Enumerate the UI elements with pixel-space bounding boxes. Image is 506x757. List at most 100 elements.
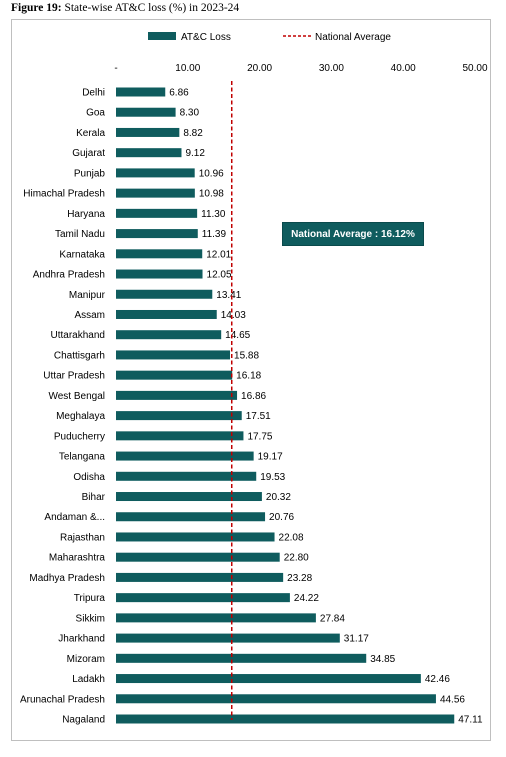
bar	[116, 269, 203, 279]
value-label: 10.98	[199, 189, 224, 200]
bar	[116, 390, 238, 400]
category-label: Karnataka	[59, 249, 105, 260]
value-label: 24.22	[294, 593, 319, 604]
category-label: Odisha	[73, 472, 105, 483]
bar	[116, 572, 284, 582]
category-label: Assam	[74, 310, 105, 321]
category-label: Gujarat	[72, 148, 105, 159]
legend-bar-label: AT&C Loss	[181, 32, 231, 43]
figure-title: Figure 19: State-wise AT&C loss (%) in 2…	[11, 2, 239, 14]
value-label: 11.30	[201, 209, 226, 220]
bar	[116, 208, 198, 218]
legend: AT&C Loss National Average	[148, 32, 391, 43]
bars	[116, 87, 455, 724]
category-label: Andaman &...	[44, 512, 105, 523]
category-label: Sikkim	[76, 613, 105, 624]
value-label: 23.28	[287, 573, 312, 584]
value-label: 17.51	[246, 411, 271, 422]
value-label: 6.86	[169, 88, 189, 99]
bar	[116, 350, 231, 360]
bar	[116, 512, 266, 522]
bar	[116, 168, 195, 178]
value-label: 34.85	[370, 654, 395, 665]
national-average-callout: National Average : 16.12%	[282, 222, 424, 246]
figure-caption: State-wise AT&C loss (%) in 2023-24	[64, 2, 240, 14]
value-label: 31.17	[344, 634, 369, 645]
category-labels: Delhi Goa Kerala Gujarat Punjab Himachal Prad…	[20, 88, 106, 726]
bar	[116, 148, 182, 158]
bar	[116, 127, 180, 137]
legend-bar-swatch	[148, 32, 176, 40]
bar	[116, 532, 275, 542]
x-tick-label: 30.00	[319, 63, 344, 74]
bar	[116, 330, 222, 340]
x-tick-label: 50.00	[462, 63, 487, 74]
bar	[116, 370, 233, 380]
category-label: Andhra Pradesh	[33, 270, 105, 281]
category-label: Himachal Pradesh	[23, 189, 105, 200]
bar	[116, 653, 367, 663]
value-label: 16.86	[241, 391, 266, 402]
category-label: Nagaland	[62, 715, 105, 726]
value-label: 11.39	[202, 229, 227, 240]
x-tick-label: 20.00	[247, 63, 272, 74]
category-label: Arunachal Pradesh	[20, 694, 105, 705]
bar	[116, 229, 198, 239]
value-label: 19.53	[260, 472, 285, 483]
x-tick-label: -	[114, 63, 117, 74]
category-label: Delhi	[82, 88, 105, 99]
bar	[116, 552, 280, 562]
bar	[116, 451, 254, 461]
category-label: Mizoram	[67, 654, 105, 665]
bar	[116, 471, 257, 481]
bar	[116, 593, 290, 603]
value-label: 9.12	[185, 148, 205, 159]
legend-line-label: National Average	[315, 32, 391, 43]
category-label: Tamil Nadu	[55, 229, 105, 240]
category-label: Goa	[86, 108, 105, 119]
category-label: Manipur	[69, 290, 106, 301]
category-label: Telangana	[59, 452, 106, 463]
value-label: 13.41	[216, 290, 241, 301]
x-tick-label: 40.00	[391, 63, 416, 74]
category-label: Uttarakhand	[51, 330, 105, 341]
chart-frame	[11, 19, 491, 741]
value-labels: 6.86 8.30 8.82 9.12 10.96 10.98 11.30 11.39 12.0…	[169, 88, 483, 726]
category-label: Ladakh	[72, 674, 105, 685]
value-label: 14.03	[221, 310, 246, 321]
value-label: 47.11	[458, 715, 483, 726]
value-label: 20.32	[266, 492, 291, 503]
x-axis-ticks: - 10.00 20.00 30.00 40.00 50.00	[114, 63, 488, 74]
category-label: Puducherry	[54, 431, 105, 442]
bar	[116, 694, 436, 704]
value-label: 22.08	[279, 532, 304, 543]
bar	[116, 492, 262, 502]
category-label: West Bengal	[48, 391, 105, 402]
category-label: Kerala	[76, 128, 105, 139]
value-label: 12.01	[206, 249, 231, 260]
value-label: 8.82	[183, 128, 203, 139]
value-label: 44.56	[440, 694, 465, 705]
category-label: Bihar	[82, 492, 106, 503]
bar	[116, 107, 176, 117]
figure-label: Figure 19:	[11, 2, 62, 14]
value-label: 16.18	[236, 371, 261, 382]
category-label: Jharkhand	[58, 634, 105, 645]
value-label: 27.84	[320, 613, 345, 624]
category-label: Punjab	[74, 168, 106, 179]
bar	[116, 674, 421, 684]
category-label: Maharashtra	[49, 553, 106, 564]
bar	[116, 411, 242, 421]
bar	[116, 87, 166, 97]
bar	[116, 431, 244, 441]
category-label: Uttar Pradesh	[43, 371, 105, 382]
value-label: 14.65	[225, 330, 250, 341]
value-label: 15.88	[234, 350, 259, 361]
category-label: Haryana	[67, 209, 105, 220]
bar	[116, 633, 340, 643]
category-label: Tripura	[74, 593, 106, 604]
x-tick-label: 10.00	[175, 63, 200, 74]
value-label: 20.76	[269, 512, 294, 523]
category-label: Rajasthan	[60, 532, 105, 543]
